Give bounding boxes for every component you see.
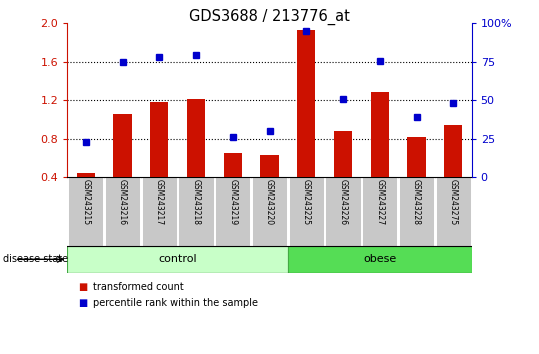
Text: GSM243225: GSM243225 — [302, 179, 311, 225]
Bar — [362, 177, 397, 246]
Bar — [334, 131, 352, 177]
Bar — [105, 177, 140, 246]
Bar — [252, 177, 287, 246]
Bar — [215, 177, 251, 246]
Text: percentile rank within the sample: percentile rank within the sample — [93, 298, 258, 308]
Bar — [326, 177, 361, 246]
Text: GSM243217: GSM243217 — [155, 179, 164, 225]
Bar — [77, 173, 95, 177]
Bar — [288, 177, 324, 246]
Bar — [150, 102, 168, 177]
Bar — [187, 99, 205, 177]
Bar — [113, 114, 132, 177]
Text: GSM243227: GSM243227 — [375, 179, 384, 225]
Text: GSM243220: GSM243220 — [265, 179, 274, 225]
Bar — [68, 177, 103, 246]
Bar — [224, 153, 242, 177]
Text: control: control — [158, 254, 197, 264]
Text: GSM243226: GSM243226 — [338, 179, 348, 225]
Bar — [288, 246, 472, 273]
Text: GSM243275: GSM243275 — [449, 179, 458, 225]
Bar — [444, 125, 462, 177]
Bar — [407, 137, 426, 177]
Bar — [142, 177, 177, 246]
Text: obese: obese — [363, 254, 396, 264]
Text: ■: ■ — [78, 298, 87, 308]
Bar — [436, 177, 471, 246]
Text: GSM243218: GSM243218 — [191, 179, 201, 225]
Text: GSM243228: GSM243228 — [412, 179, 421, 225]
Text: disease state: disease state — [3, 254, 68, 264]
Text: GDS3688 / 213776_at: GDS3688 / 213776_at — [189, 9, 350, 25]
Text: ■: ■ — [78, 282, 87, 292]
Bar — [67, 246, 288, 273]
Text: GSM243219: GSM243219 — [228, 179, 237, 225]
Text: GSM243215: GSM243215 — [81, 179, 90, 225]
Bar — [371, 92, 389, 177]
Text: transformed count: transformed count — [93, 282, 184, 292]
Bar — [297, 30, 315, 177]
Bar — [260, 155, 279, 177]
Bar — [399, 177, 434, 246]
Text: GSM243216: GSM243216 — [118, 179, 127, 225]
Bar — [178, 177, 213, 246]
